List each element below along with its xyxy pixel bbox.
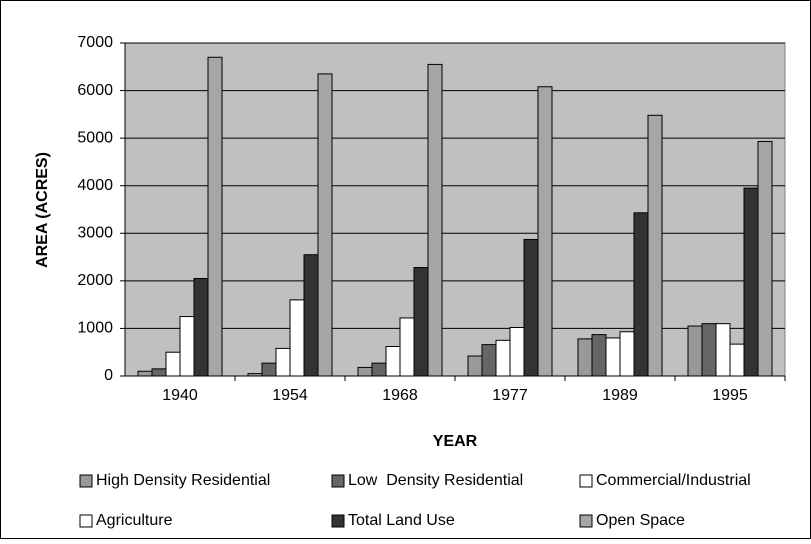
legend-label: Low Density Residential [348,472,523,489]
y-tick-label: 2000 [77,272,113,289]
x-axis-title: YEAR [433,433,478,450]
bar [743,187,759,377]
bar [757,140,773,377]
legend-swatch [579,474,593,488]
bar [137,370,153,377]
bar [371,362,387,377]
legend-swatch [331,474,345,488]
y-tick-label: 0 [104,367,113,384]
bar [261,362,277,377]
bar [619,331,635,377]
legend-label: Commercial/Industrial [596,472,751,489]
bar [687,325,703,377]
legend-swatch [579,514,593,528]
y-tick-label: 4000 [77,177,113,194]
bar [481,344,497,377]
legend-label: Total Land Use [348,512,455,529]
x-tick-label: 1940 [162,387,198,404]
bar [647,114,663,377]
legend-swatch [79,514,93,528]
y-tick-label: 1000 [77,320,113,337]
x-tick-label: 1977 [492,387,528,404]
legend-swatch [79,474,93,488]
bar [633,212,649,377]
x-tick-label: 1968 [382,387,418,404]
bar [591,334,607,377]
y-tick-label: 6000 [77,82,113,99]
bar [357,366,373,377]
bar [413,267,429,377]
bar [467,355,483,377]
plot-area [124,42,786,377]
bar [385,346,401,377]
bar [427,63,443,377]
bar [399,317,415,377]
bar [179,316,195,377]
y-tick-label: 5000 [77,129,113,146]
bar [701,323,717,377]
bar [275,347,291,377]
bar [303,254,319,377]
bar [247,373,263,377]
bar [577,338,593,377]
bar [165,351,181,377]
bar [729,343,745,377]
bar [715,323,731,377]
x-tick-label: 1989 [602,387,638,404]
bar [193,277,209,377]
bar [537,86,553,377]
bar [523,238,539,377]
bar [289,299,305,377]
bar [151,368,167,377]
legend-swatch [331,514,345,528]
legend-label: High Density Residential [96,472,270,489]
y-tick-label: 7000 [77,34,113,51]
x-tick-label: 1995 [712,387,748,404]
y-axis-title: AREA (ACRES) [34,152,51,268]
y-tick-label: 3000 [77,225,113,242]
bar [317,73,333,377]
bar [495,339,511,377]
legend-label: Agriculture [96,512,173,529]
legend-label: Open Space [596,512,685,529]
bar [207,56,223,377]
x-tick-label: 1954 [272,387,308,404]
bar [605,337,621,377]
bar [509,326,525,377]
